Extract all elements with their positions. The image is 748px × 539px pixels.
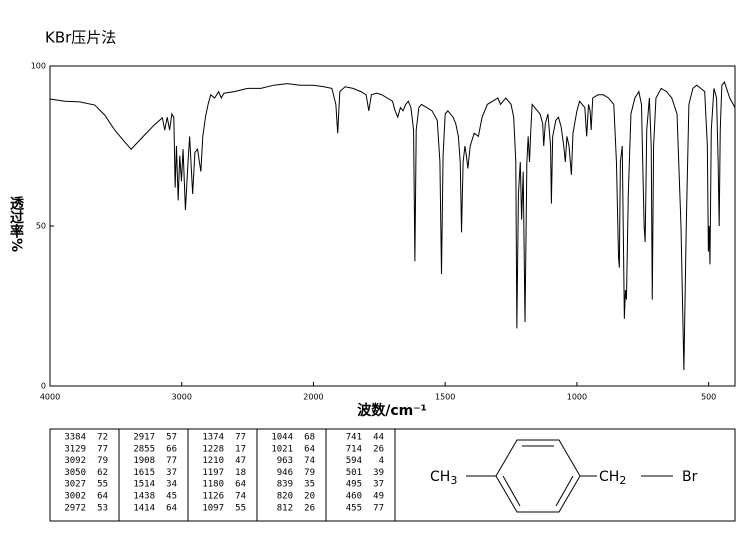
peak-transmittance: 26: [304, 503, 315, 513]
peak-transmittance: 77: [373, 503, 384, 513]
group-label: Br: [682, 469, 698, 485]
peak-transmittance: 55: [235, 503, 246, 513]
peak-wavenumber: 3050: [64, 468, 86, 478]
peak-transmittance: 77: [97, 444, 108, 454]
x-tick-label: 4000: [40, 393, 60, 402]
peak-wavenumber: 1514: [133, 480, 155, 490]
peak-wavenumber: 741: [346, 433, 362, 443]
peak-transmittance: 17: [235, 444, 246, 454]
peak-transmittance: 79: [304, 468, 315, 478]
y-axis-label: 透过率%: [8, 196, 24, 252]
peak-transmittance: 66: [166, 444, 177, 454]
y-tick-label: 0: [41, 382, 46, 391]
peak-wavenumber: 1908: [133, 456, 155, 466]
peak-transmittance: 4: [379, 456, 384, 466]
peak-wavenumber: 3129: [64, 444, 86, 454]
peak-transmittance: 18: [235, 468, 246, 478]
peak-wavenumber: 1228: [202, 444, 224, 454]
group-label: CH2: [599, 469, 626, 487]
peak-transmittance: 35: [304, 480, 315, 490]
peak-transmittance: 47: [235, 456, 246, 466]
peak-wavenumber: 3092: [64, 456, 86, 466]
peak-transmittance: 37: [373, 480, 384, 490]
y-tick-label: 50: [36, 222, 46, 231]
peak-wavenumber: 839: [277, 480, 293, 490]
x-tick-label: 2000: [303, 393, 323, 402]
peak-transmittance: 72: [97, 433, 108, 443]
peak-transmittance: 74: [235, 492, 246, 502]
peak-transmittance: 64: [235, 480, 246, 490]
peak-transmittance: 44: [373, 433, 384, 443]
group-text: CH: [599, 469, 619, 485]
peak-wavenumber: 1097: [202, 503, 224, 513]
peak-transmittance: 37: [166, 468, 177, 478]
x-tick-label: 500: [701, 393, 716, 402]
peak-transmittance: 34: [166, 480, 177, 490]
peak-wavenumber: 1210: [202, 456, 224, 466]
peak-wavenumber: 1021: [271, 444, 293, 454]
peak-transmittance: 77: [235, 433, 246, 443]
group-text: CH: [430, 469, 450, 485]
group-subscript: 2: [619, 474, 626, 487]
peak-wavenumber: 594: [346, 456, 362, 466]
x-tick-label: 3000: [172, 393, 192, 402]
x-tick-label: 1500: [435, 393, 455, 402]
peak-transmittance: 74: [304, 456, 315, 466]
benzene-ring: [466, 439, 673, 513]
peak-wavenumber: 460: [346, 492, 362, 502]
peak-transmittance: 20: [304, 492, 315, 502]
x-tick-label: 1000: [567, 393, 587, 402]
peak-transmittance: 68: [304, 433, 315, 443]
peak-wavenumber: 1044: [271, 433, 293, 443]
peak-transmittance: 57: [166, 433, 177, 443]
peak-wavenumber: 1180: [202, 480, 224, 490]
plot-frame: [49, 65, 736, 387]
peak-wavenumber: 1615: [133, 468, 155, 478]
peak-transmittance: 64: [97, 492, 108, 502]
peak-transmittance: 49: [373, 492, 384, 502]
peak-transmittance: 77: [166, 456, 177, 466]
peak-wavenumber: 2855: [133, 444, 155, 454]
peak-transmittance: 55: [97, 480, 108, 490]
peak-wavenumber: 2917: [133, 433, 155, 443]
peak-transmittance: 64: [304, 444, 315, 454]
group-label: CH3: [430, 469, 457, 487]
peak-wavenumber: 1438: [133, 492, 155, 502]
peak-wavenumber: 455: [346, 503, 362, 513]
x-axis-label: 波数/cm⁻¹: [357, 402, 427, 419]
peak-wavenumber: 820: [277, 492, 293, 502]
peak-wavenumber: 946: [277, 468, 293, 478]
peak-wavenumber: 1374: [202, 433, 224, 443]
chart-title: KBr压片法: [45, 29, 116, 47]
peak-transmittance: 79: [97, 456, 108, 466]
peak-wavenumber: 1126: [202, 492, 224, 502]
peak-wavenumber: 812: [277, 503, 293, 513]
peak-transmittance: 26: [373, 444, 384, 454]
peak-wavenumber: 501: [346, 468, 362, 478]
peak-wavenumber: 3384: [64, 433, 86, 443]
peak-wavenumber: 3002: [64, 492, 86, 502]
peak-wavenumber: 495: [346, 480, 362, 490]
y-tick-label: 100: [31, 62, 46, 71]
peak-transmittance: 62: [97, 468, 108, 478]
table-frame: [49, 428, 736, 522]
spectrum-line: [49, 80, 736, 371]
peak-transmittance: 45: [166, 492, 177, 502]
peak-wavenumber: 1197: [202, 468, 224, 478]
peak-wavenumber: 3027: [64, 480, 86, 490]
peak-transmittance: 39: [373, 468, 384, 478]
peak-transmittance: 64: [166, 503, 177, 513]
group-subscript: 3: [450, 474, 457, 487]
peak-wavenumber: 2972: [64, 503, 86, 513]
peak-transmittance: 53: [97, 503, 108, 513]
peak-wavenumber: 1414: [133, 503, 155, 513]
peak-wavenumber: 963: [277, 456, 293, 466]
peak-wavenumber: 714: [346, 444, 362, 454]
